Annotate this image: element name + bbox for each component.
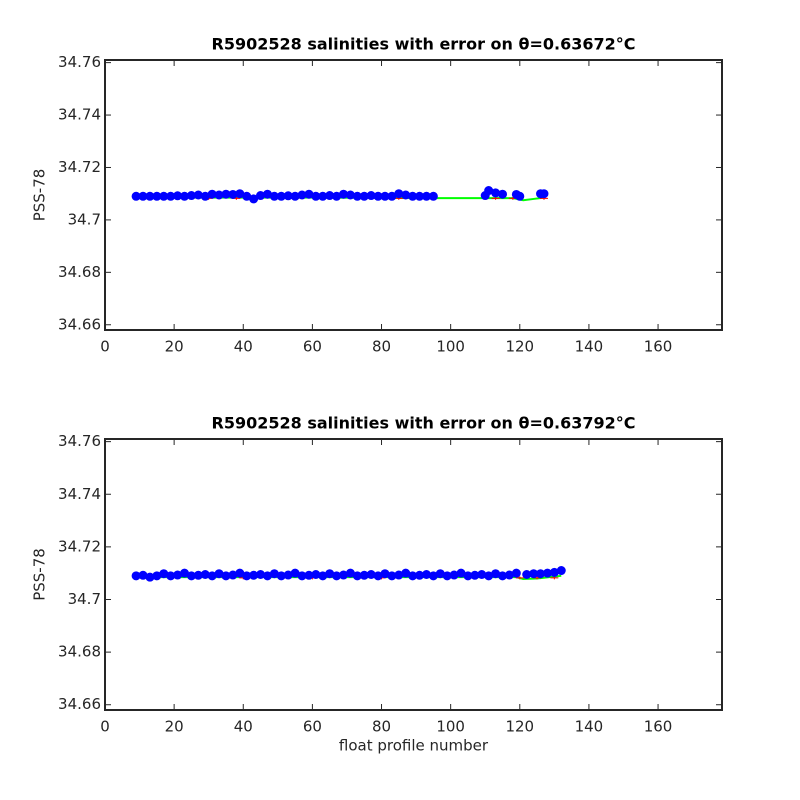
- data-point: [556, 566, 566, 576]
- y-tick-label: 34.68: [58, 643, 101, 661]
- y-tick-label: 34.7: [68, 210, 101, 228]
- x-tick-label: 100: [436, 718, 465, 736]
- x-tick-label: 140: [575, 338, 604, 356]
- y-tick-label: 34.76: [58, 53, 101, 71]
- x-tick-label: 0: [100, 718, 110, 736]
- axes-box: [104, 438, 723, 711]
- x-tick-label: 160: [644, 718, 673, 736]
- x-tick-label: 80: [372, 338, 391, 356]
- x-tick-label: 120: [505, 338, 534, 356]
- y-tick-label: 34.66: [58, 315, 101, 333]
- x-tick-label: 20: [165, 338, 184, 356]
- y-axis-label: PSS-78: [31, 169, 49, 222]
- x-tick-label: 140: [575, 718, 604, 736]
- y-tick-label: 34.74: [58, 485, 101, 503]
- x-tick-label: 0: [100, 338, 110, 356]
- y-tick-label: 34.68: [58, 263, 101, 281]
- error-bar: [491, 196, 500, 200]
- axes-box: [104, 59, 723, 331]
- x-tick-label: 40: [234, 718, 253, 736]
- y-tick-label: 34.72: [58, 537, 101, 555]
- x-axis-label: float profile number: [339, 737, 489, 755]
- x-tick-label: 100: [436, 338, 465, 356]
- x-tick-label: 60: [303, 338, 322, 356]
- chart-title: R5902528 salinities with error on θ=0.63…: [212, 414, 636, 433]
- y-tick-label: 34.74: [58, 106, 101, 124]
- error-bar: [515, 576, 524, 580]
- error-bar: [550, 576, 559, 580]
- y-tick-label: 34.76: [58, 432, 101, 450]
- x-tick-label: 160: [644, 338, 673, 356]
- data-point: [511, 568, 521, 578]
- chart-title: R5902528 salinities with error on θ=0.63…: [212, 35, 636, 54]
- x-tick-label: 80: [372, 718, 391, 736]
- data-point: [515, 191, 525, 201]
- y-tick-label: 34.66: [58, 695, 101, 713]
- x-tick-label: 60: [303, 718, 322, 736]
- x-tick-label: 40: [234, 338, 253, 356]
- x-tick-label: 120: [505, 718, 534, 736]
- data-point: [428, 191, 438, 201]
- data-point: [539, 189, 549, 199]
- data-point: [498, 189, 508, 199]
- x-tick-label: 20: [165, 718, 184, 736]
- y-tick-label: 34.7: [68, 590, 101, 608]
- y-axis-label: PSS-78: [31, 548, 49, 601]
- y-tick-label: 34.72: [58, 158, 101, 176]
